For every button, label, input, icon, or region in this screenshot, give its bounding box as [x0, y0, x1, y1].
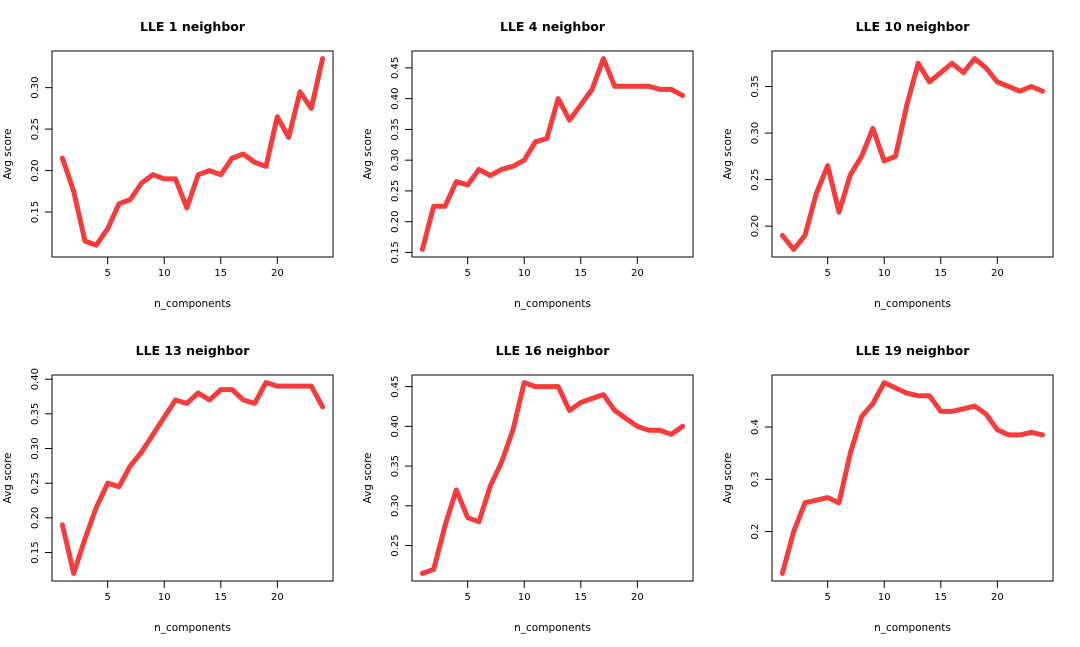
- plot-frame: [771, 50, 1054, 258]
- y-tick-label: 0.20: [30, 507, 41, 529]
- plot-frame: [411, 50, 694, 258]
- plot-frame: [51, 50, 334, 258]
- y-tick-label: 0.35: [30, 403, 41, 425]
- x-tick-label: 20: [271, 592, 284, 603]
- y-tick-label: 0.25: [750, 168, 761, 190]
- chart-panel-2: LLE 4 neighbor 5 10 15 20 0.15 0.20 0.25 0.30 0.3…: [362, 19, 694, 310]
- y-tick-label: 0.15: [30, 201, 41, 223]
- x-tick-label: 20: [631, 592, 644, 603]
- y-tick-label: 0.20: [390, 211, 401, 233]
- x-axis-label: n_components: [874, 622, 951, 634]
- x-tick-label: 5: [464, 268, 470, 279]
- x-tick-label: 5: [464, 592, 470, 603]
- x-axis-label: n_components: [154, 622, 231, 634]
- x-tick-label: 10: [518, 592, 531, 603]
- series-line: [419, 56, 686, 252]
- chart-title: LLE 13 neighbor: [136, 343, 251, 358]
- x-tick-label: 10: [158, 268, 171, 279]
- y-axis-label: Avg score: [2, 129, 14, 180]
- y-tick-label: 0.35: [390, 118, 401, 140]
- y-tick-label: 0.2: [750, 524, 761, 540]
- chart-title: LLE 10 neighbor: [856, 19, 971, 34]
- x-tick-label: 10: [158, 592, 171, 603]
- chart-panel-1: LLE 1 neighbor 5 10 15 20 0.15 0.20 0.25 0.30 n_c…: [2, 19, 334, 310]
- y-axis-label: Avg score: [722, 453, 734, 504]
- y-tick-label: 0.40: [390, 87, 401, 109]
- y-tick-label: 0.30: [390, 495, 401, 517]
- y-tick-label: 0.20: [750, 215, 761, 237]
- y-tick-label: 0.30: [30, 437, 41, 459]
- y-tick-label: 0.25: [390, 534, 401, 556]
- chart-panel-6: LLE 19 neighbor 5 10 15 20 0.2 0.3 0.4 n_compone…: [722, 343, 1054, 634]
- x-tick-label: 5: [824, 592, 830, 603]
- x-tick-label: 15: [574, 268, 587, 279]
- y-tick-label: 0.4: [750, 419, 761, 435]
- y-tick-label: 0.30: [30, 77, 41, 99]
- x-tick-label: 10: [518, 268, 531, 279]
- x-tick-label: 10: [878, 268, 891, 279]
- y-tick-label: 0.40: [30, 368, 41, 390]
- x-tick-label: 20: [991, 268, 1004, 279]
- y-tick-label: 0.15: [30, 541, 41, 563]
- y-tick-label: 0.25: [30, 118, 41, 140]
- y-tick-label: 0.3: [750, 471, 761, 487]
- x-tick-label: 20: [991, 592, 1004, 603]
- chart-panel-4: LLE 13 neighbor 5 10 15 20 0.15 0.20 0.25 0.30 0.…: [2, 343, 334, 634]
- chart-title: LLE 1 neighbor: [140, 19, 246, 34]
- x-tick-label: 15: [214, 592, 227, 603]
- y-axis-label: Avg score: [722, 129, 734, 180]
- x-tick-label: 5: [824, 268, 830, 279]
- y-axis-label: Avg score: [2, 453, 14, 504]
- y-tick-label: 0.45: [390, 375, 401, 397]
- plot-frame: [411, 374, 694, 582]
- x-tick-label: 20: [631, 268, 644, 279]
- x-axis-label: n_components: [154, 298, 231, 310]
- y-axis-label: Avg score: [362, 129, 374, 180]
- x-tick-label: 15: [214, 268, 227, 279]
- plot-frame: [771, 374, 1054, 582]
- chart-title: LLE 4 neighbor: [500, 19, 606, 34]
- x-tick-label: 15: [934, 268, 947, 279]
- y-tick-label: 0.35: [390, 455, 401, 477]
- x-tick-label: 10: [878, 592, 891, 603]
- chart-panel-5: LLE 16 neighbor 5 10 15 20 0.25 0.30 0.35 0.40 0.…: [362, 343, 694, 634]
- y-tick-label: 0.30: [750, 122, 761, 144]
- x-tick-label: 15: [934, 592, 947, 603]
- y-axis-label: Avg score: [362, 453, 374, 504]
- chart-panel-3: LLE 10 neighbor 5 10 15 20 0.20 0.25 0.30 0.35 n_…: [722, 19, 1054, 310]
- y-tick-label: 0.25: [30, 472, 41, 494]
- y-tick-label: 0.15: [390, 241, 401, 263]
- y-tick-label: 0.20: [30, 159, 41, 181]
- x-tick-label: 15: [574, 592, 587, 603]
- series-line: [779, 380, 1046, 576]
- x-axis-label: n_components: [874, 298, 951, 310]
- series-line: [59, 56, 326, 248]
- chart-title: LLE 19 neighbor: [856, 343, 971, 358]
- series-line: [59, 380, 326, 576]
- y-tick-label: 0.35: [750, 75, 761, 97]
- x-tick-label: 20: [271, 268, 284, 279]
- x-tick-label: 5: [104, 592, 110, 603]
- x-axis-label: n_components: [514, 622, 591, 634]
- y-tick-label: 0.45: [390, 57, 401, 79]
- y-tick-label: 0.30: [390, 149, 401, 171]
- series-line: [419, 380, 686, 576]
- y-tick-label: 0.25: [390, 180, 401, 202]
- series-line: [779, 56, 1046, 252]
- x-tick-label: 5: [104, 268, 110, 279]
- x-axis-label: n_components: [514, 298, 591, 310]
- y-tick-label: 0.40: [390, 415, 401, 437]
- chart-title: LLE 16 neighbor: [496, 343, 611, 358]
- plot-frame: [51, 374, 334, 582]
